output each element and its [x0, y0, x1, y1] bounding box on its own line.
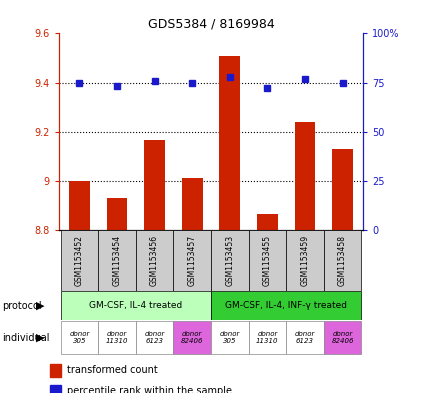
Text: donor
6123: donor 6123	[144, 331, 164, 344]
Bar	[219, 55, 240, 230]
Bar	[98, 321, 135, 354]
Text: donor
6123: donor 6123	[294, 331, 314, 344]
Text: ▶: ▶	[36, 332, 44, 343]
Bar	[286, 230, 323, 291]
Bar	[173, 321, 210, 354]
Bar	[248, 230, 286, 291]
Text: GSM1153455: GSM1153455	[262, 235, 271, 286]
Text: ▶: ▶	[36, 301, 44, 310]
Bar	[332, 149, 352, 230]
Bar	[60, 292, 210, 320]
Bar	[69, 181, 89, 230]
Text: GSM1153457: GSM1153457	[187, 235, 196, 286]
Text: percentile rank within the sample: percentile rank within the sample	[67, 386, 232, 393]
Text: donor
82406: donor 82406	[181, 331, 203, 344]
Text: GSM1153459: GSM1153459	[300, 235, 309, 286]
Bar	[98, 230, 135, 291]
Bar	[50, 364, 61, 377]
Text: GSM1153454: GSM1153454	[112, 235, 121, 286]
Text: GSM1153453: GSM1153453	[225, 235, 234, 286]
Text: donor
11310: donor 11310	[256, 331, 278, 344]
Bar	[294, 122, 315, 230]
Text: donor
82406: donor 82406	[331, 331, 353, 344]
Bar	[135, 230, 173, 291]
Text: GM-CSF, IL-4, INF-γ treated: GM-CSF, IL-4, INF-γ treated	[225, 301, 346, 310]
Bar	[256, 214, 277, 230]
Bar	[248, 321, 286, 354]
Text: GSM1153458: GSM1153458	[337, 235, 346, 286]
Bar	[210, 292, 361, 320]
Text: GM-CSF, IL-4 treated: GM-CSF, IL-4 treated	[89, 301, 182, 310]
Bar	[323, 230, 361, 291]
Bar	[60, 230, 98, 291]
Text: donor
305: donor 305	[69, 331, 89, 344]
Text: protocol: protocol	[2, 301, 42, 310]
Text: individual: individual	[2, 332, 49, 343]
Bar	[135, 321, 173, 354]
Text: transformed count: transformed count	[67, 365, 158, 375]
Bar	[210, 230, 248, 291]
Text: GSM1153452: GSM1153452	[75, 235, 84, 286]
Bar	[50, 385, 61, 393]
Bar	[106, 198, 127, 230]
Bar	[323, 321, 361, 354]
Bar	[60, 321, 98, 354]
Text: donor
11310: donor 11310	[105, 331, 128, 344]
Text: GSM1153456: GSM1153456	[150, 235, 159, 286]
Bar	[286, 321, 323, 354]
Bar	[210, 321, 248, 354]
Bar	[181, 178, 202, 230]
Title: GDS5384 / 8169984: GDS5384 / 8169984	[147, 18, 274, 31]
Bar	[144, 140, 164, 230]
Text: donor
305: donor 305	[219, 331, 240, 344]
Bar	[173, 230, 210, 291]
